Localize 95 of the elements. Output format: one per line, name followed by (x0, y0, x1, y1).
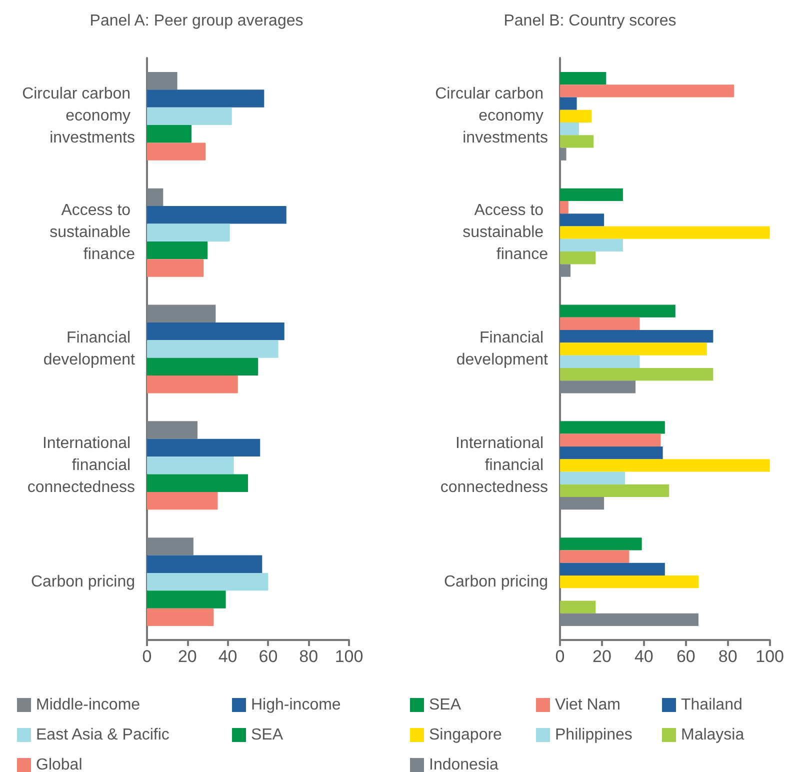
y-tick-label: Carbon pricing (444, 573, 548, 590)
x-tick-label: 60 (258, 647, 278, 666)
bar (560, 459, 770, 472)
legend-label: Singapore (429, 726, 502, 744)
x-tick-label: 100 (756, 647, 784, 666)
legend-label: SEA (251, 726, 284, 744)
y-tick-label: Financial development (43, 330, 136, 368)
bar (560, 72, 606, 85)
legend-label: Indonesia (429, 756, 498, 772)
x-tick-label: 20 (178, 647, 197, 666)
bar (147, 224, 230, 242)
bar (560, 238, 623, 252)
bar (560, 84, 734, 98)
x-tick-label: 60 (676, 647, 696, 666)
bar (560, 122, 579, 136)
bar (147, 538, 194, 556)
legend-label: Philippines (555, 726, 632, 744)
bar (560, 214, 604, 226)
bar (560, 613, 698, 626)
bar (560, 264, 570, 277)
y-tick-label: Circular carbon economy investments (435, 86, 548, 147)
bar (147, 358, 258, 376)
x-tick-label: 20 (592, 647, 612, 666)
bar (147, 590, 226, 608)
bar (147, 438, 260, 457)
bar (147, 206, 286, 224)
bar (560, 550, 630, 563)
bar (560, 446, 663, 460)
y-tick-label: Carbon pricing (30, 573, 135, 590)
bar (560, 421, 665, 434)
bar (147, 322, 284, 340)
bar (560, 252, 596, 264)
legend-label: Middle-income (36, 696, 140, 714)
bar (147, 608, 214, 626)
bar (147, 241, 208, 260)
bar (560, 472, 626, 484)
bar (560, 484, 670, 497)
bar (560, 226, 770, 239)
bar (560, 97, 577, 110)
bar (560, 135, 594, 148)
bar (147, 340, 278, 358)
bar (147, 188, 164, 206)
bar (147, 376, 238, 394)
x-tick-label: 0 (555, 647, 565, 666)
bar (560, 575, 698, 588)
bar (560, 330, 714, 343)
bar (560, 496, 604, 510)
bar (560, 562, 665, 576)
legend-label: Global (36, 756, 82, 772)
bar (147, 90, 264, 108)
bar (560, 148, 566, 160)
y-tick-label: Access to sustainable finance (50, 202, 136, 264)
bar (560, 355, 640, 368)
bar (560, 434, 661, 446)
chart-title: Panel A: Peer group averages (90, 12, 304, 30)
legend-label: East Asia & Pacific (36, 726, 170, 744)
bar (147, 474, 248, 492)
y-tick-label: International financial connectedness (440, 434, 548, 496)
y-tick-label: Circular carbon economy investments (22, 86, 135, 147)
bar (147, 72, 178, 90)
x-tick-label: 100 (334, 647, 364, 666)
bar (147, 572, 268, 591)
legend-label: Viet Nam (555, 696, 621, 714)
chart-title: Panel B: Country scores (504, 12, 676, 30)
y-tick-label: Access to sustainable finance (462, 202, 548, 264)
y-tick-label: International financial connectedness (27, 434, 135, 496)
bar (147, 125, 192, 143)
bar (560, 317, 640, 330)
bar (147, 456, 234, 474)
legend-label: Thailand (681, 696, 742, 714)
legend-label: SEA (429, 696, 462, 714)
bar (147, 492, 218, 510)
bar (147, 142, 206, 160)
bar (560, 110, 592, 123)
bar (147, 107, 232, 126)
bar (147, 555, 262, 573)
bar (560, 188, 623, 202)
bar (560, 600, 596, 614)
x-tick-label: 40 (634, 647, 654, 666)
bar (560, 201, 568, 214)
legend-label: High-income (251, 696, 341, 714)
bar (147, 304, 216, 322)
x-tick-label: 0 (142, 647, 152, 666)
bar (560, 538, 642, 550)
legend-label: Malaysia (681, 726, 744, 744)
y-tick-label: Financial development (456, 330, 549, 368)
bar (560, 342, 707, 356)
x-tick-label: 40 (218, 647, 238, 666)
bar (560, 380, 636, 394)
bar (560, 368, 714, 381)
bar (147, 259, 204, 277)
x-tick-label: 80 (299, 647, 318, 666)
x-tick-label: 80 (718, 647, 738, 666)
bar (147, 421, 198, 439)
bar (560, 304, 676, 318)
